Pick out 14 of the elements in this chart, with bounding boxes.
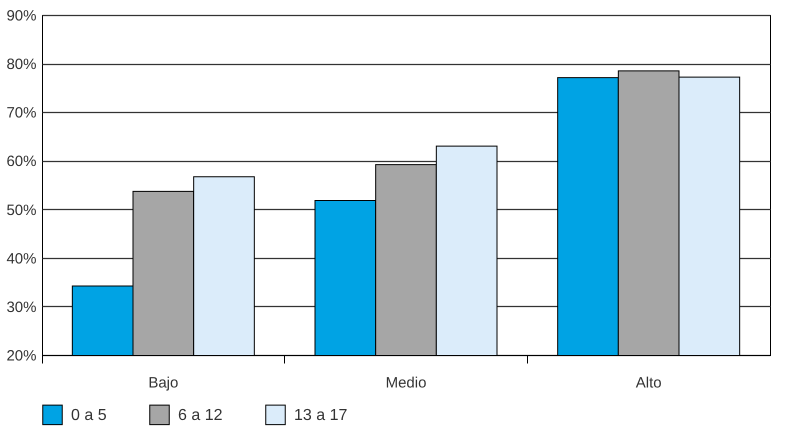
y-tick-label: 60% [6,153,36,170]
legend-label: 13 a 17 [294,406,348,424]
y-tick-label: 20% [6,348,36,364]
y-tick-label: 30% [6,298,36,316]
y-tick-label: 50% [6,202,36,219]
y-tick-label: 90% [6,8,36,24]
legend-label: 0 a 5 [71,406,107,424]
y-tick-label: 70% [6,104,36,122]
x-tick-label: Bajo [148,374,178,392]
y-tick-label: 40% [6,250,36,268]
y-tick-label: 80% [6,56,36,74]
x-tick-label: Medio [386,374,426,392]
legend-label: 6 a 12 [178,406,223,424]
x-tick-label: Alto [636,374,662,392]
